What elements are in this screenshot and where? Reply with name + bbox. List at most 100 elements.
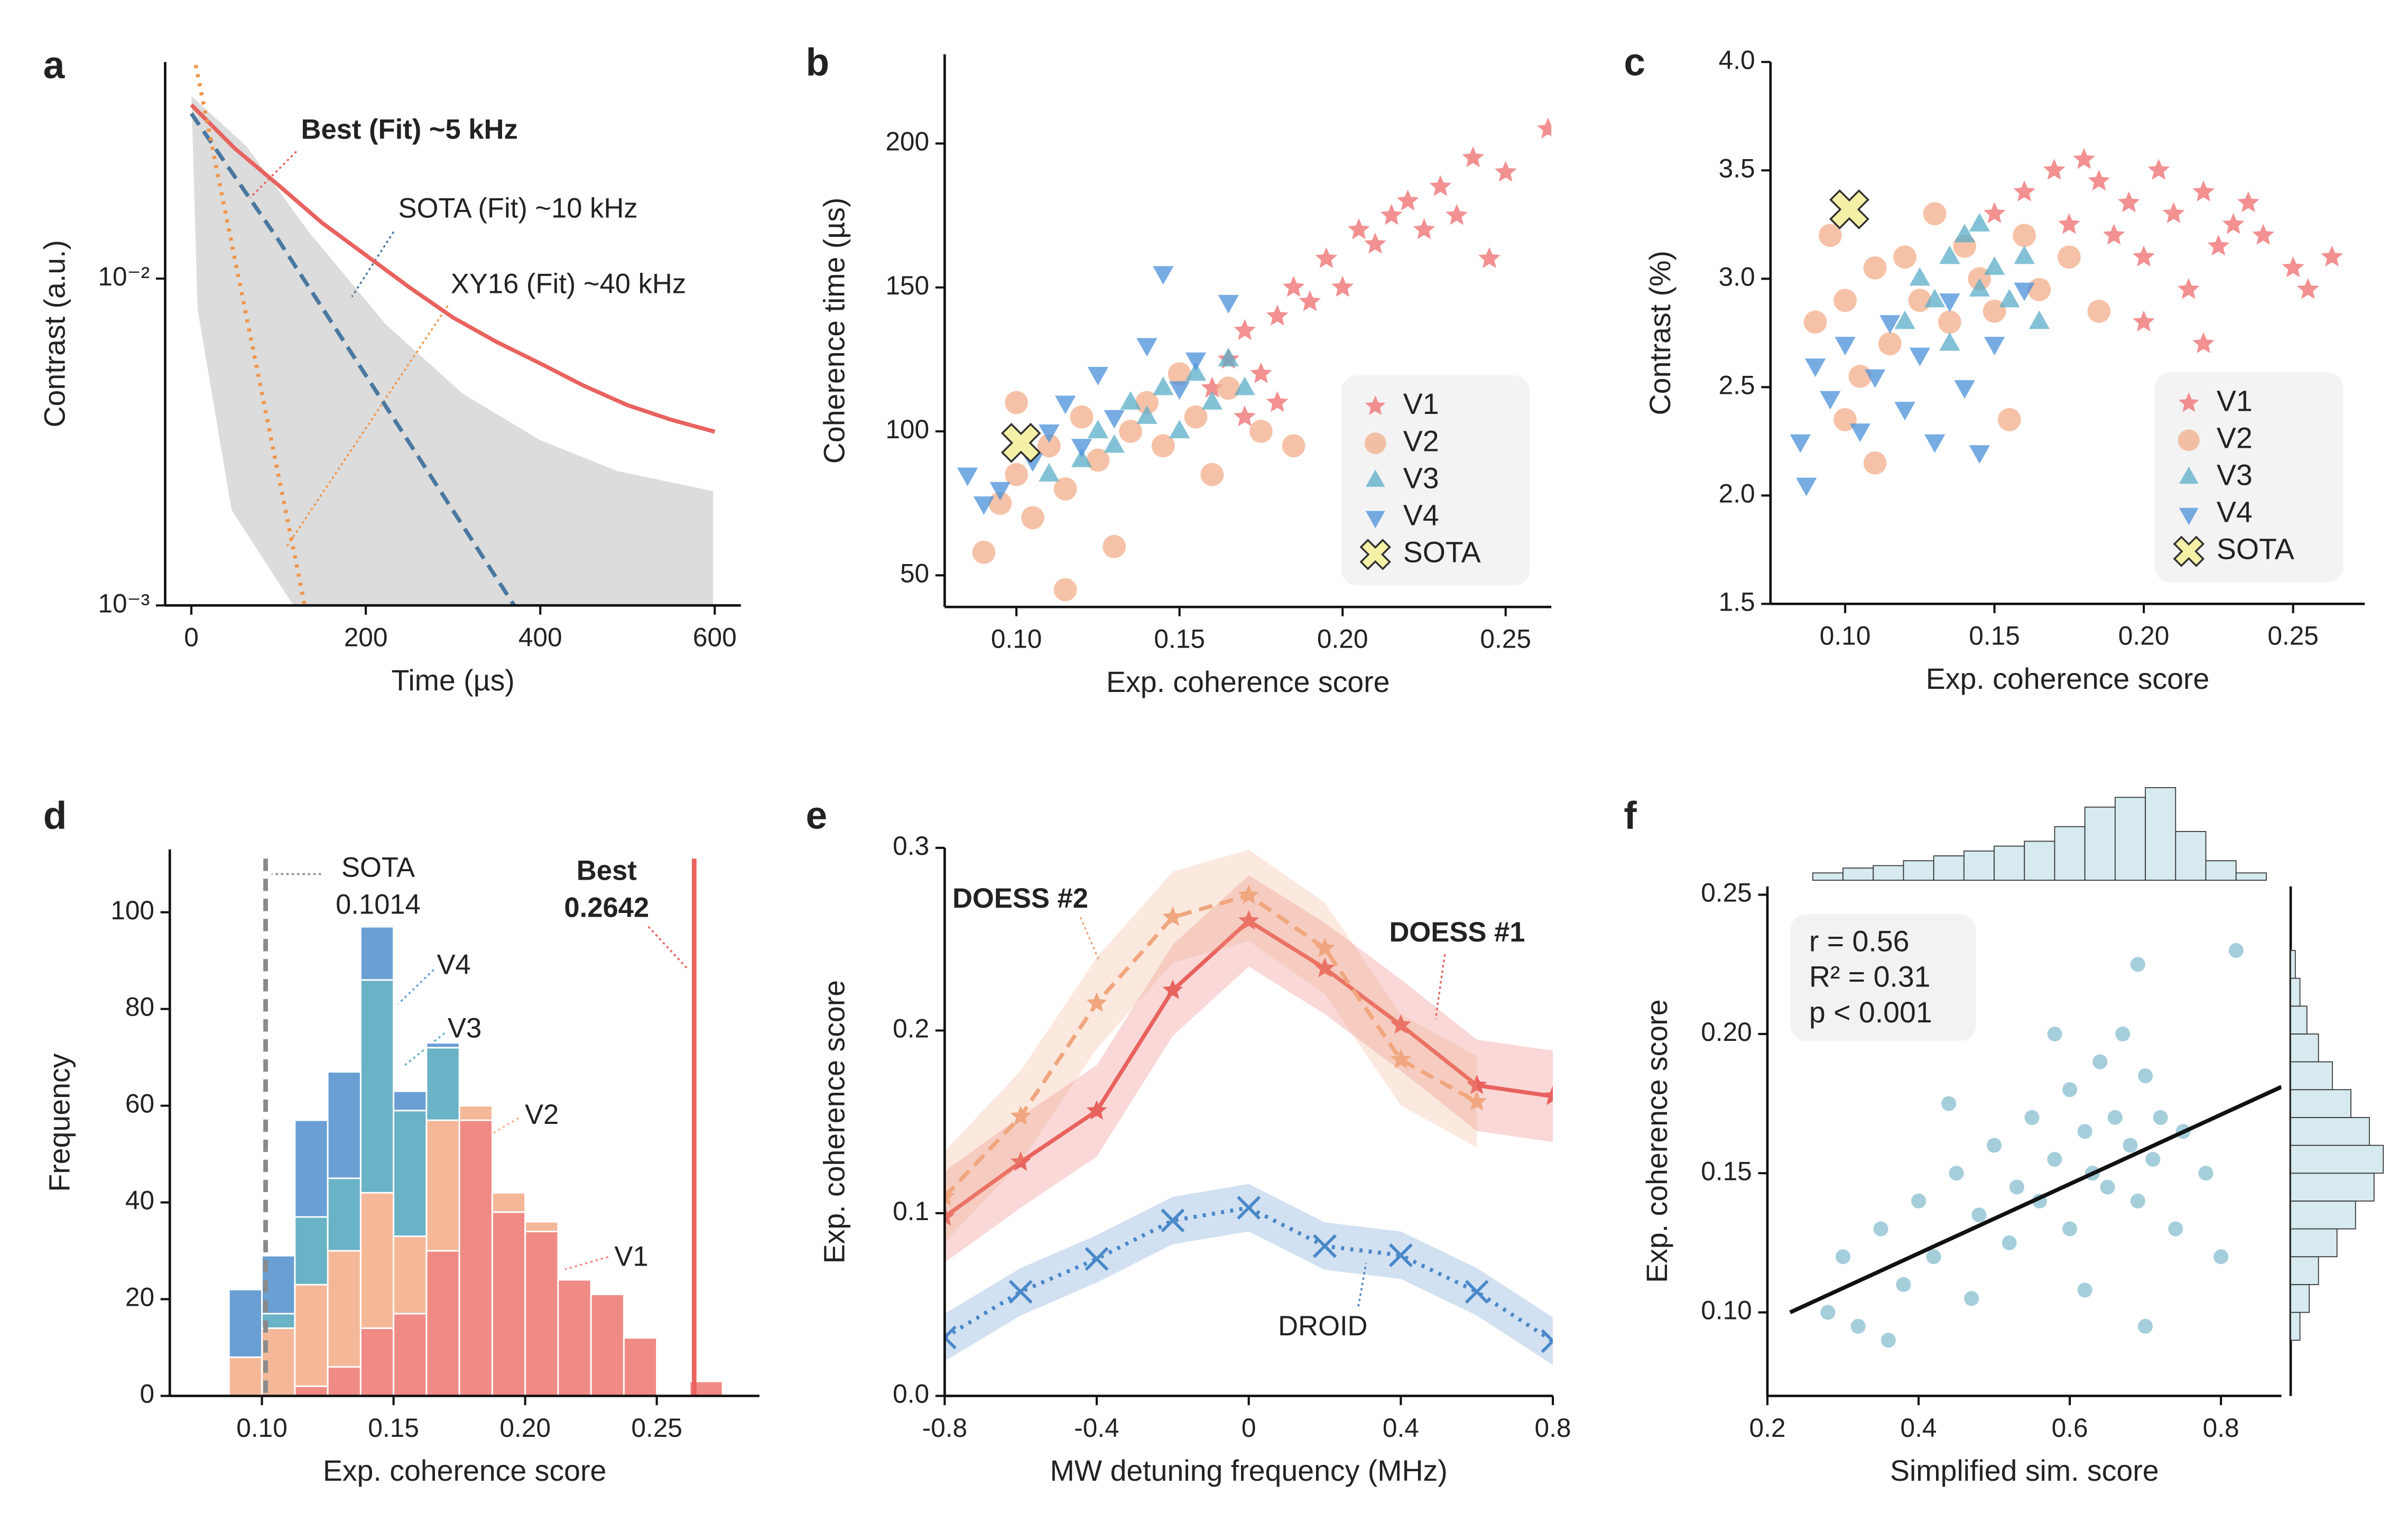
leader-line	[1079, 917, 1100, 961]
bar	[557, 1279, 592, 1396]
x-marginal-bar	[2145, 787, 2177, 881]
series-label: DOESS #1	[1389, 917, 1525, 948]
x-marginal-bar	[2084, 806, 2116, 881]
x-tick-label: 0.25	[631, 1413, 682, 1443]
marker	[1217, 376, 1240, 400]
marker	[1136, 338, 1157, 357]
marker	[1185, 352, 1207, 371]
y-tick-label: 1.5	[1719, 587, 1755, 616]
x-tick-label: 200	[344, 623, 388, 652]
marker	[2133, 245, 2155, 267]
x-tick-label: 0	[1242, 1413, 1256, 1443]
x-tick-label: 0.10	[991, 624, 1042, 654]
legend-marker	[1365, 469, 1385, 487]
marker	[957, 467, 978, 486]
bar	[228, 1288, 263, 1358]
x-axis-label: Exp. coherence score	[1926, 662, 2210, 695]
marker	[2077, 1124, 2092, 1139]
marker	[1103, 534, 1126, 558]
marker	[2058, 213, 2080, 234]
stats-text: r = 0.56	[1809, 925, 1910, 958]
marker	[1070, 405, 1094, 429]
marker	[2198, 1166, 2213, 1181]
x-tick-label: 0.15	[1969, 621, 2020, 651]
bar	[359, 926, 395, 981]
series-line	[944, 893, 1478, 1198]
marker	[1984, 337, 2005, 356]
panel-letter: d	[43, 795, 67, 837]
legend-label: SOTA	[2217, 533, 2294, 566]
marker	[2103, 224, 2125, 245]
marker	[2192, 180, 2215, 201]
legend-marker	[2179, 507, 2199, 525]
marker	[972, 540, 996, 564]
bar	[590, 1293, 625, 1396]
leader-line	[397, 969, 434, 1005]
y-tick-label: 50	[900, 558, 929, 588]
marker	[1894, 402, 1915, 421]
marker	[1864, 369, 1886, 388]
y-tick-label: 0.2	[893, 1013, 929, 1043]
marker	[2133, 310, 2155, 332]
marker	[1185, 362, 1207, 381]
marker	[2027, 278, 2051, 301]
x-tick-label: 0.8	[2203, 1413, 2239, 1443]
x-marginal-bar	[2114, 797, 2146, 881]
marker	[1926, 1249, 1941, 1265]
y-tick-label: 40	[125, 1186, 154, 1215]
x-axis-label: Time (µs)	[392, 664, 515, 697]
marker	[1924, 434, 1946, 453]
marker	[1201, 391, 1223, 410]
marker	[1873, 1221, 1888, 1236]
marker	[1054, 395, 1076, 414]
bar	[327, 1250, 362, 1368]
marker	[2297, 278, 2319, 299]
marker	[1829, 189, 1869, 229]
stats-text: R² = 0.31	[1809, 961, 1931, 993]
marker	[1803, 310, 1827, 334]
x-marginal-bar	[1842, 867, 1874, 881]
marker	[1820, 1305, 1836, 1320]
legend-label: SOTA	[1403, 536, 1481, 569]
bar	[327, 1177, 362, 1252]
marker	[1983, 202, 2006, 223]
marker	[1053, 477, 1077, 501]
marker	[2162, 202, 2185, 223]
marker	[1331, 275, 1354, 297]
series-label: Best (Fit) ~5 kHz	[301, 114, 518, 145]
marker	[2145, 1151, 2161, 1167]
legend-box	[1341, 375, 1530, 586]
marker	[1218, 294, 1239, 313]
y-axis-label: Frequency	[43, 1053, 76, 1192]
marker	[1314, 957, 1335, 977]
marker	[2073, 147, 2095, 169]
marker	[1364, 233, 1386, 254]
bar	[393, 1313, 428, 1396]
x-marginal-bar	[2054, 826, 2086, 881]
x-tick-label: 0.10	[1820, 621, 1871, 651]
reference-value: 0.2642	[564, 892, 649, 923]
marker	[2252, 224, 2274, 245]
marker	[1478, 247, 1501, 268]
marker	[1001, 422, 1041, 463]
bar	[294, 1119, 329, 1218]
marker	[1969, 213, 1990, 232]
y-axis-label: Contrast (%)	[1644, 251, 1677, 415]
marker	[2024, 1110, 2040, 1125]
marker	[1954, 224, 1975, 243]
x-tick-label: -0.8	[922, 1413, 968, 1443]
series-label: V4	[437, 949, 471, 981]
marker	[1446, 204, 1468, 225]
legend-label: V3	[1403, 462, 1439, 494]
marker	[1151, 434, 1175, 458]
marker	[1971, 1207, 1987, 1223]
y-tick-label: 3.5	[1719, 153, 1755, 183]
marker	[2009, 1179, 2024, 1195]
legend-label: V4	[1403, 499, 1439, 531]
marker	[1021, 506, 1044, 530]
marker	[1314, 937, 1335, 957]
marker	[2092, 1054, 2108, 1069]
x-marginal-bar	[1873, 865, 1904, 881]
series-line	[189, 112, 516, 606]
